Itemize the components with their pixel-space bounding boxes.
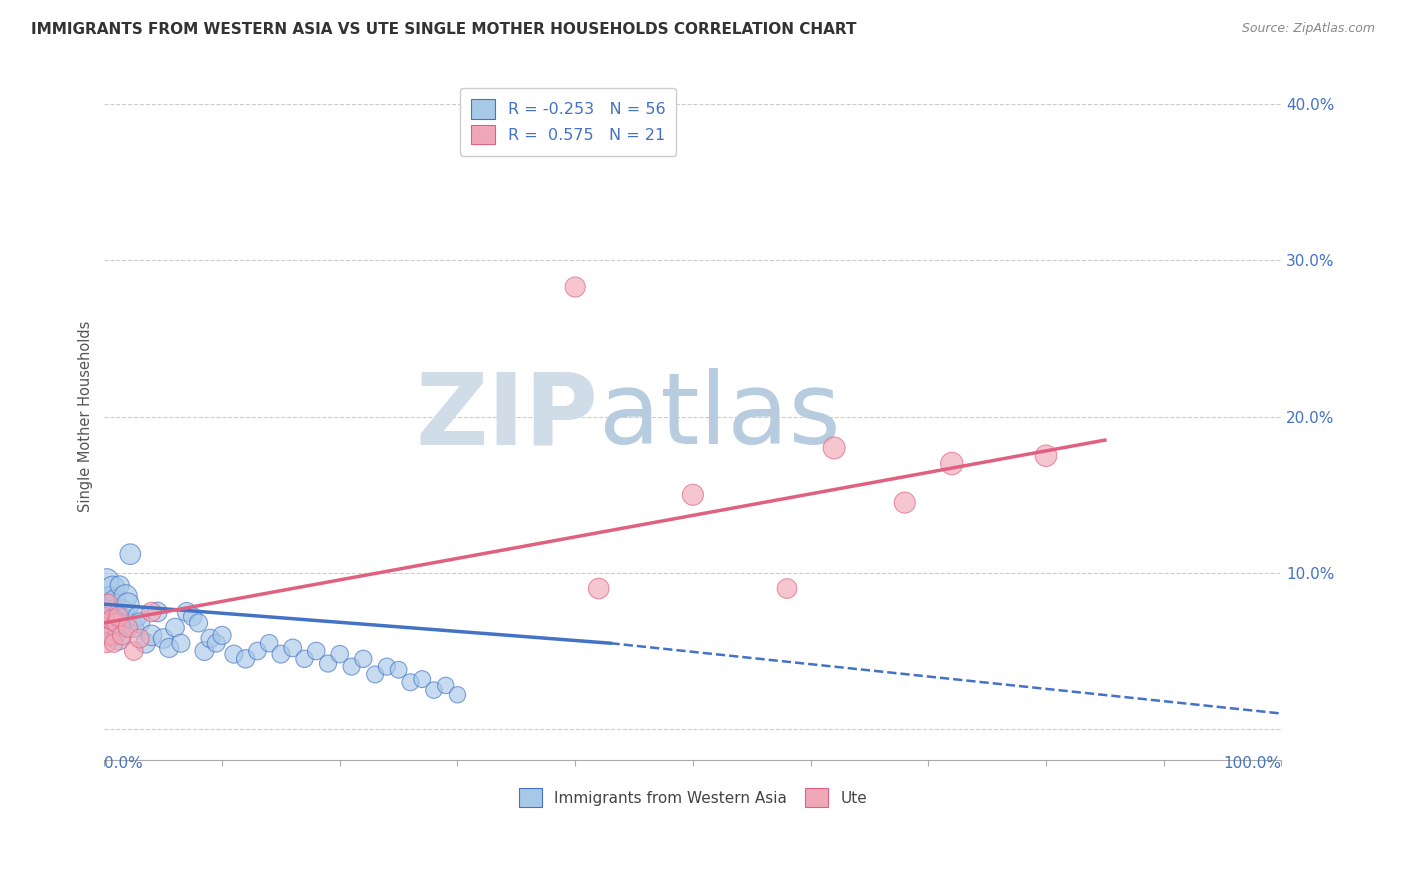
Point (117, 597, 139, 611)
Point (776, 582, 799, 596)
Point (105, 625, 128, 640)
Point (200, 632, 222, 646)
Point (117, 621, 139, 635)
Point (434, 678, 457, 692)
Point (446, 688, 468, 702)
Point (105, 615, 128, 630)
Point (100, 613, 122, 627)
Point (352, 652, 374, 666)
Text: IMMIGRANTS FROM WESTERN ASIA VS UTE SINGLE MOTHER HOUSEHOLDS CORRELATION CHART: IMMIGRANTS FROM WESTERN ASIA VS UTE SING… (31, 22, 856, 37)
Point (941, 457, 963, 471)
Point (187, 615, 209, 630)
Point (122, 644, 145, 658)
Point (94, 605, 117, 619)
Point (222, 647, 245, 661)
Point (316, 657, 339, 671)
Point (103, 636, 125, 650)
Point (94, 615, 117, 630)
Point (375, 659, 398, 673)
Text: ZIP: ZIP (416, 368, 599, 466)
Point (107, 632, 129, 646)
Point (1035, 449, 1057, 463)
Point (152, 632, 174, 646)
Point (103, 628, 125, 642)
Point (340, 659, 363, 673)
Text: Source: ZipAtlas.com: Source: ZipAtlas.com (1241, 22, 1375, 36)
Point (122, 621, 145, 635)
Point (235, 652, 257, 666)
Point (246, 644, 269, 658)
Text: 0.0%: 0.0% (104, 756, 143, 771)
Point (111, 605, 134, 619)
Text: atlas: atlas (599, 368, 841, 466)
Point (411, 672, 433, 686)
Point (111, 628, 134, 642)
Point (170, 636, 193, 650)
Point (98, 628, 121, 642)
Point (128, 632, 150, 646)
Point (564, 280, 586, 294)
Point (105, 609, 128, 624)
Point (281, 640, 304, 655)
Y-axis label: Single Mother Households: Single Mother Households (79, 321, 93, 512)
Point (128, 615, 150, 630)
Point (107, 609, 129, 624)
Legend: Immigrants from Western Asia, Ute: Immigrants from Western Asia, Ute (512, 780, 875, 814)
Point (270, 647, 292, 661)
Point (135, 636, 157, 650)
Point (96, 574, 118, 588)
Point (163, 621, 186, 635)
Point (399, 675, 422, 690)
Point (205, 636, 228, 650)
Point (100, 621, 122, 635)
Point (893, 495, 915, 509)
Point (112, 613, 135, 627)
Point (110, 615, 132, 630)
Point (101, 582, 124, 596)
Point (97, 597, 120, 611)
Point (176, 605, 198, 619)
Point (98, 590, 121, 604)
Point (364, 667, 387, 681)
Point (193, 644, 215, 658)
Point (120, 547, 142, 561)
Point (141, 605, 163, 619)
Point (114, 590, 136, 604)
Point (146, 605, 169, 619)
Point (98, 613, 121, 627)
Text: 100.0%: 100.0% (1223, 756, 1281, 771)
Point (682, 488, 704, 502)
Point (257, 636, 280, 650)
Point (211, 628, 233, 642)
Point (823, 441, 845, 455)
Point (294, 652, 316, 666)
Point (305, 644, 328, 658)
Point (588, 582, 610, 596)
Point (104, 594, 127, 608)
Point (181, 609, 204, 624)
Point (423, 683, 446, 698)
Point (97, 597, 120, 611)
Point (96, 636, 118, 650)
Point (388, 663, 411, 677)
Point (329, 647, 352, 661)
Point (127, 609, 149, 624)
Point (141, 628, 163, 642)
Point (108, 578, 131, 592)
Point (157, 640, 180, 655)
